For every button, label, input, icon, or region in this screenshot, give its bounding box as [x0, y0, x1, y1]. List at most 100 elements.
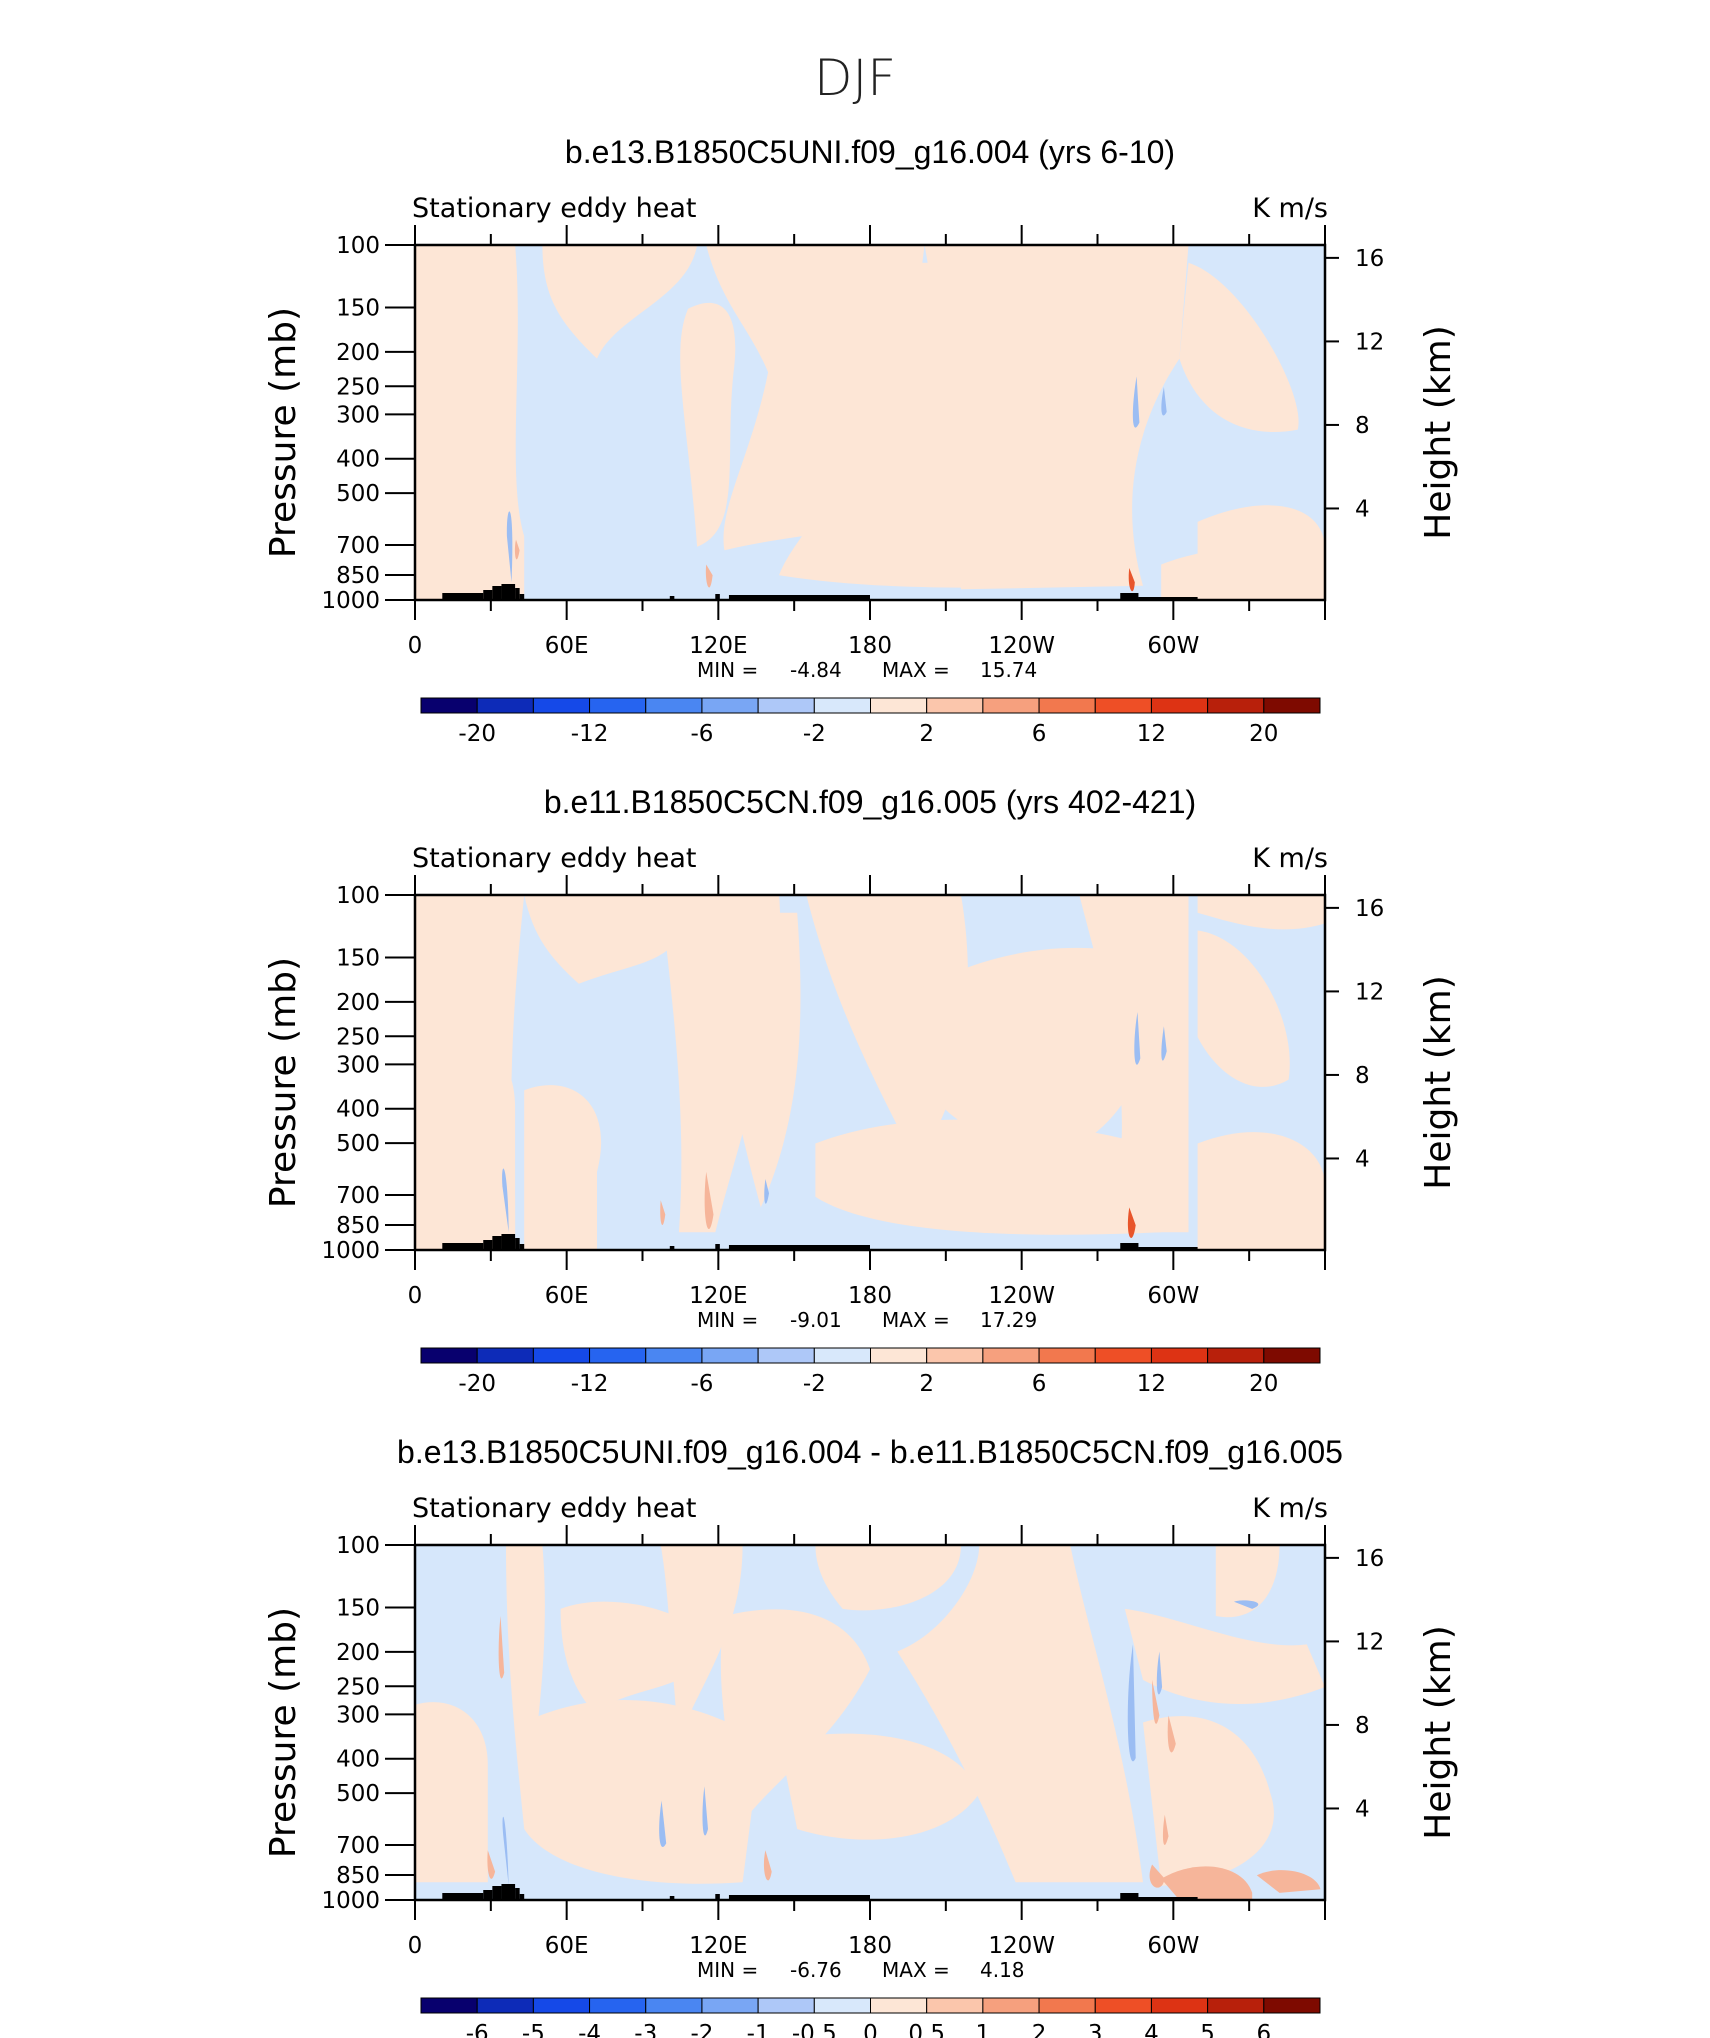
colorbar-swatch	[645, 697, 703, 714]
y2-tick-label: 16	[1355, 1546, 1384, 1572]
colorbar-swatch	[1207, 1347, 1265, 1364]
y2-tick-label: 12	[1355, 1629, 1384, 1655]
colorbar-label: -3	[634, 2021, 657, 2038]
panel-1: b.e13.B1850C5UNI.f09_g16.004 (yrs 6-10) S…	[263, 134, 1459, 747]
x-tick-label: 60W	[1147, 1283, 1199, 1309]
colorbar-swatch	[1038, 1997, 1096, 2014]
colorbar-swatch	[870, 1997, 928, 2014]
contour-region	[1197, 895, 1325, 930]
colorbar-label: 2	[919, 721, 934, 747]
x-tick-label: 120E	[689, 1933, 747, 1959]
colorbar-label: -5	[522, 2021, 545, 2038]
colorbar-label: -12	[571, 721, 609, 747]
y-tick-label: 850	[336, 563, 380, 589]
topography	[515, 1888, 520, 1900]
y-tick-label: 500	[336, 1131, 380, 1157]
y2-tick-label: 8	[1355, 413, 1370, 439]
contour-region	[1197, 1132, 1325, 1250]
contour-region	[688, 912, 801, 1208]
y2-tick-label: 12	[1355, 329, 1384, 355]
colorbar-swatch	[1094, 697, 1152, 714]
colorbar-label: 6	[1032, 721, 1047, 747]
max-label: MAX =	[882, 1308, 950, 1332]
topography	[483, 1890, 493, 1900]
y-tick-label: 1000	[321, 1888, 380, 1914]
colorbar-swatch	[701, 697, 759, 714]
contour-region	[764, 1179, 769, 1204]
contour-region	[806, 895, 968, 1162]
x-tick-label: 0	[408, 1933, 423, 1959]
x-tick-label: 60E	[545, 1283, 589, 1309]
colorbar-swatch	[1263, 697, 1321, 714]
x-tick-label: 60E	[545, 633, 589, 659]
colorbar-label: -2	[803, 1371, 826, 1397]
contour-region	[1143, 1716, 1274, 1886]
colorbar-swatch	[926, 1997, 984, 2014]
colorbar-swatch	[926, 697, 984, 714]
y-tick-label: 500	[336, 481, 380, 507]
max-label: MAX =	[882, 1958, 950, 1982]
y-tick-label: 250	[336, 374, 380, 400]
contour-region	[702, 1786, 708, 1836]
colorbar-swatch	[1263, 1347, 1321, 1364]
contour-region	[524, 1700, 761, 1884]
colorbar-swatch	[476, 1997, 534, 2014]
colorbar-label: 4	[1144, 2021, 1159, 2038]
contour-region	[1256, 1870, 1321, 1893]
contour-region	[487, 1850, 496, 1879]
contour-region	[1161, 1866, 1253, 1900]
contour-region	[897, 947, 1150, 1151]
colorbar-label: -6	[690, 721, 713, 747]
colorbar-swatch	[813, 1997, 871, 2014]
colorbar-swatch	[1094, 1997, 1152, 2014]
y-tick-label: 200	[336, 990, 380, 1016]
contour-field	[415, 895, 1325, 1250]
contour-region	[498, 1616, 505, 1679]
x-tick-label: 120W	[988, 633, 1055, 659]
colorbar-label: -4	[578, 2021, 601, 2038]
min-value: -9.01	[790, 1308, 842, 1332]
contour-region	[1132, 376, 1140, 428]
x-tick-label: 60W	[1147, 633, 1199, 659]
contour-region	[680, 302, 736, 547]
colorbar-swatch	[870, 1347, 928, 1364]
y2-tick-label: 16	[1355, 246, 1384, 272]
topography	[483, 1240, 493, 1250]
contour-region	[1162, 1814, 1169, 1845]
contour-region	[1134, 1012, 1141, 1065]
colorbar-swatch	[757, 1997, 815, 2014]
topography	[728, 1895, 870, 1900]
colorbar-swatch	[813, 697, 871, 714]
contour-region	[442, 533, 506, 600]
colorbar-swatch	[420, 697, 478, 714]
right-string: K m/s	[1252, 1493, 1328, 1524]
y-tick-label: 1000	[321, 1238, 380, 1264]
topography	[483, 590, 493, 600]
colorbar-label: 12	[1137, 1371, 1166, 1397]
y-tick-label: 1000	[321, 588, 380, 614]
colorbar-swatch	[813, 1347, 871, 1364]
colorbar-label: 2	[919, 1371, 934, 1397]
topography	[501, 1234, 516, 1250]
colorbar-label: 6	[1032, 1371, 1047, 1397]
x-tick-label: 120W	[988, 1933, 1055, 1959]
colorbar-swatch	[532, 1347, 591, 1364]
colorbar-label: -20	[458, 721, 496, 747]
y-tick-label: 150	[336, 296, 380, 322]
y2-axis-title: Height (km)	[1418, 975, 1459, 1189]
panel-3: b.e13.B1850C5UNI.f09_g16.004 - b.e11.B18…	[263, 1434, 1459, 2038]
topography	[501, 1884, 516, 1900]
y-tick-label: 200	[336, 1640, 380, 1666]
contour-region	[763, 1850, 772, 1881]
colorbar-swatch	[701, 1347, 759, 1364]
colorbar-label: 5	[1200, 2021, 1215, 2038]
contour-region	[1161, 549, 1325, 600]
colorbar-label: 20	[1249, 1371, 1278, 1397]
topography	[1120, 593, 1139, 600]
contour-region	[1179, 262, 1299, 433]
y-axis-title: Pressure (mb)	[263, 957, 304, 1208]
contour-region	[660, 1200, 666, 1226]
y2-tick-label: 4	[1355, 1146, 1370, 1172]
colorbar-swatch	[1038, 697, 1096, 714]
